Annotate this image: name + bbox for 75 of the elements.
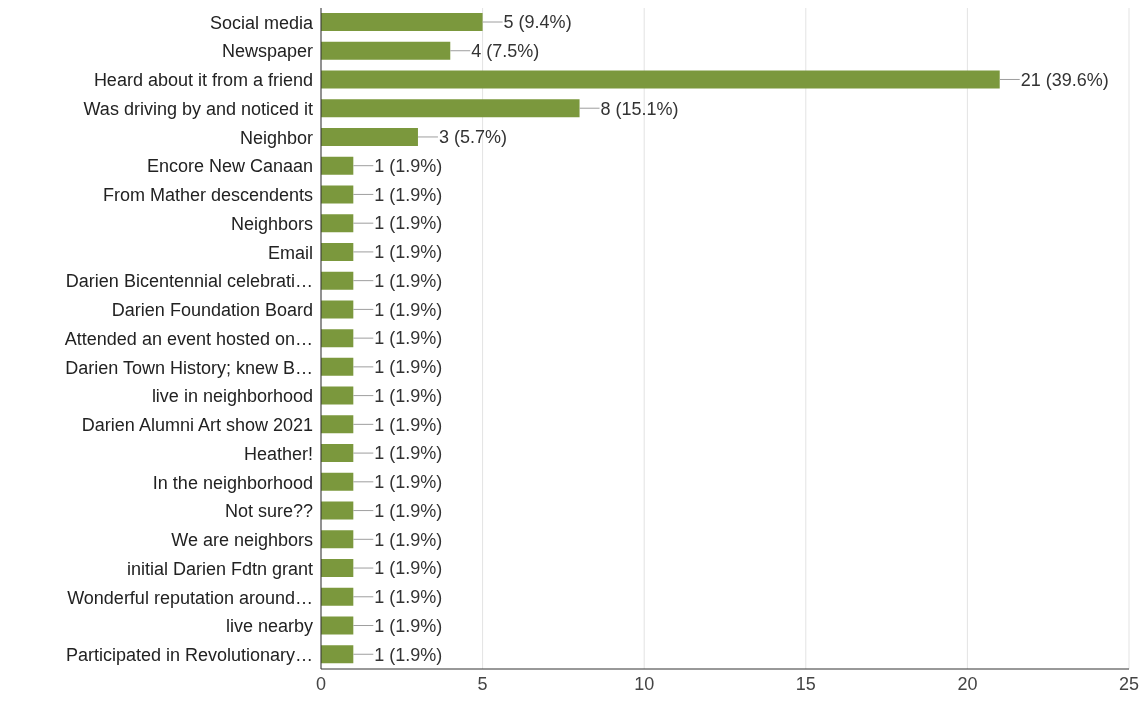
bar: [321, 386, 354, 405]
bar: [321, 329, 354, 348]
y-tick-label: Darien Town History; knew B…: [65, 357, 313, 378]
x-tick-label: 20: [957, 673, 978, 694]
data-label: 1 (1.9%): [374, 529, 443, 550]
bar: [321, 530, 354, 549]
bar: [321, 271, 354, 290]
x-tick-label: 0: [315, 673, 327, 694]
data-label: 1 (1.9%): [374, 156, 443, 176]
y-tick-label: Darien Alumni Art show 2021: [81, 415, 313, 436]
x-tick-label: 10: [634, 673, 655, 694]
data-label: 1 (1.9%): [374, 184, 443, 205]
bar: [321, 185, 354, 204]
y-tick-label: Attended an event hosted on…: [64, 328, 313, 349]
data-label: 1 (1.9%): [374, 558, 443, 579]
y-tick-label: From Mather descendents: [102, 185, 313, 206]
data-label: 1 (1.9%): [374, 385, 443, 406]
y-tick-label: Wonderful reputation around…: [67, 587, 313, 608]
x-tick-label: 25: [1118, 673, 1140, 694]
bar: [321, 357, 354, 376]
bar: [321, 501, 354, 520]
y-tick-label: Darien Foundation Board: [111, 300, 313, 321]
y-tick-label: Neighbors: [230, 213, 313, 234]
bar: [321, 127, 418, 146]
y-tick-label: Heather!: [243, 443, 313, 464]
bar: [321, 587, 354, 606]
bar: [321, 242, 354, 261]
data-label: 21 (39.6%): [1020, 69, 1109, 90]
data-label: 1 (1.9%): [374, 357, 443, 378]
bar: [321, 616, 354, 635]
y-tick-label: Email: [267, 242, 313, 263]
data-label: 5 (9.4%): [503, 12, 572, 33]
bar: [321, 99, 580, 118]
data-label: 1 (1.9%): [374, 328, 443, 349]
y-tick-label: Not sure??: [224, 501, 313, 522]
y-tick-label: Participated in Revolutionary…: [65, 645, 313, 666]
data-label: 1 (1.9%): [374, 414, 443, 435]
bar: [321, 444, 354, 463]
data-label: 1 (1.9%): [374, 213, 443, 234]
data-label: 1 (1.9%): [374, 587, 443, 608]
y-tick-label: Was driving by and noticed it: [83, 98, 313, 119]
data-label: 1 (1.9%): [374, 443, 443, 464]
y-tick-label: Newspaper: [221, 41, 313, 62]
data-label: 3 (5.7%): [438, 127, 507, 148]
y-tick-label: In the neighborhood: [152, 472, 313, 493]
data-label: 1 (1.9%): [374, 615, 443, 636]
data-label: 1 (1.9%): [374, 500, 443, 521]
data-label: 4 (7.5%): [471, 41, 540, 62]
y-tick-label: We are neighbors: [171, 530, 313, 551]
bar: [321, 559, 354, 578]
data-label: 1 (1.9%): [374, 472, 443, 493]
bar: [321, 415, 354, 434]
y-tick-label: Social media: [209, 12, 314, 33]
bar: [321, 70, 1000, 89]
bar: [321, 645, 354, 664]
bar: [321, 156, 354, 175]
y-tick-label: Heard about it from a friend: [93, 70, 313, 91]
bar: [321, 41, 451, 60]
bar: [321, 214, 354, 233]
data-label: 1 (1.9%): [374, 299, 443, 320]
data-label: 8 (15.1%): [600, 98, 679, 119]
x-tick-label: 15: [795, 673, 816, 694]
y-tick-label: live in neighborhood: [151, 386, 313, 407]
bar: [321, 13, 483, 31]
x-tick-label: 5: [477, 673, 488, 694]
y-tick-label: Neighbor: [239, 127, 313, 148]
data-label: 1 (1.9%): [374, 270, 443, 291]
y-tick-label: Encore New Canaan: [146, 156, 313, 177]
bar: [321, 300, 354, 319]
y-tick-label: Darien Bicentennial celebrati…: [65, 271, 313, 292]
data-label: 1 (1.9%): [374, 644, 443, 665]
bar: [321, 472, 354, 491]
data-label: 1 (1.9%): [374, 242, 443, 263]
y-tick-label: live nearby: [225, 616, 313, 637]
y-tick-label: initial Darien Fdtn grant: [126, 558, 313, 579]
